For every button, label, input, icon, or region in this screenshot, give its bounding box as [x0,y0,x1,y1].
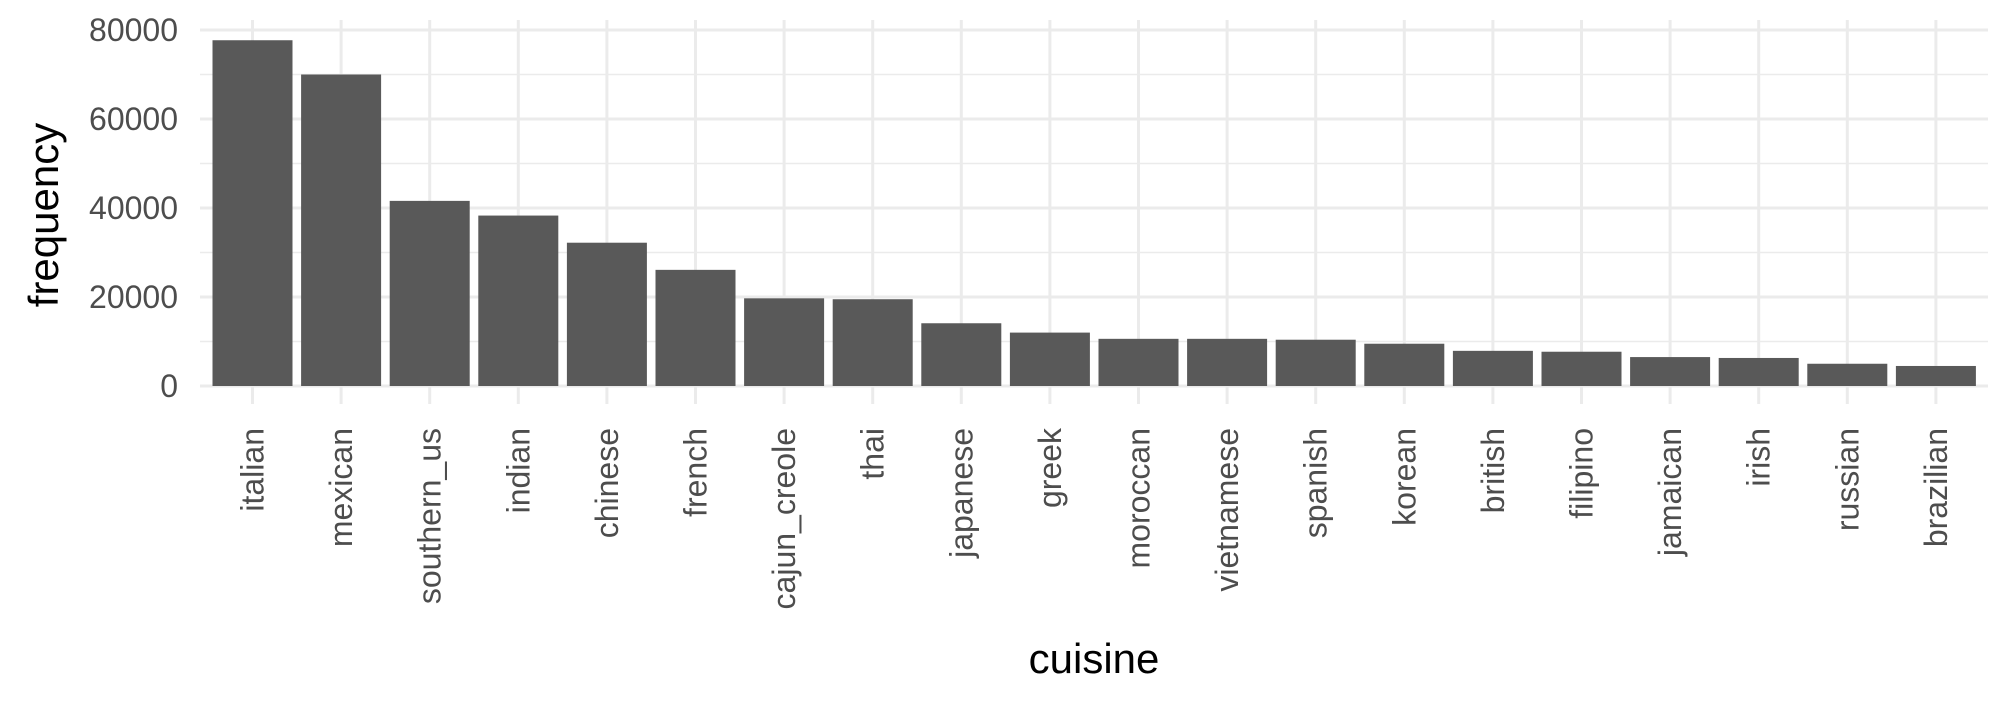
bar-mexican [301,74,382,386]
x-tick-label: italian [235,428,271,512]
y-tick-label: 80000 [89,12,178,48]
bar-british [1452,350,1533,386]
bar-spanish [1275,339,1356,386]
bar-french [655,269,736,386]
bar-brazilian [1895,365,1976,386]
x-tick-label: russian [1829,428,1865,531]
bars [212,40,1976,387]
bar-chinese [566,242,647,386]
bar-jamaican [1630,357,1711,386]
y-tick-label: 20000 [89,279,178,315]
y-tick-label: 60000 [89,101,178,137]
y-tick-label: 0 [160,368,178,404]
x-tick-label: chinese [589,428,625,538]
x-tick-label: irish [1741,428,1777,487]
x-axis-ticks: italian mexican southern_us indian chinese fr… [235,427,1954,609]
x-tick-label: jamaican [1652,428,1688,557]
y-axis-title: frequency [20,123,67,307]
y-axis-ticks: 0 20000 40000 60000 80000 [89,12,178,404]
y-tick-label: 40000 [89,190,178,226]
x-tick-label: indian [500,428,536,513]
x-tick-label: vietnamese [1209,428,1245,592]
x-tick-label: thai [855,428,891,480]
x-tick-label: brazilian [1918,428,1954,547]
x-tick-label: cajun_creole [766,428,802,609]
bar-irish [1718,357,1799,386]
x-tick-label: japanese [943,428,979,559]
x-tick-label: korean [1386,428,1422,526]
x-tick-label: spanish [1298,428,1334,538]
bar-korean [1364,343,1445,386]
bar-italian [212,40,293,387]
x-tick-label: filipino [1564,428,1600,519]
bar-vietnamese [1187,338,1268,386]
x-axis-title: cuisine [1029,635,1160,682]
bar-moroccan [1098,338,1179,386]
bar-filipino [1541,351,1622,386]
x-tick-label: moroccan [1121,428,1157,569]
bar-greek [1009,332,1090,386]
bar-indian [478,215,559,386]
bar-thai [832,299,913,386]
bar-russian [1807,363,1888,386]
x-tick-label: french [678,428,714,517]
bar-japanese [921,323,1002,386]
bar-southern_us [389,200,470,386]
x-tick-label: british [1475,428,1511,513]
x-tick-label: southern_us [412,428,448,604]
x-tick-label: mexican [323,428,359,547]
bar-cajun_creole [744,298,825,386]
x-tick-label: greek [1032,427,1068,508]
